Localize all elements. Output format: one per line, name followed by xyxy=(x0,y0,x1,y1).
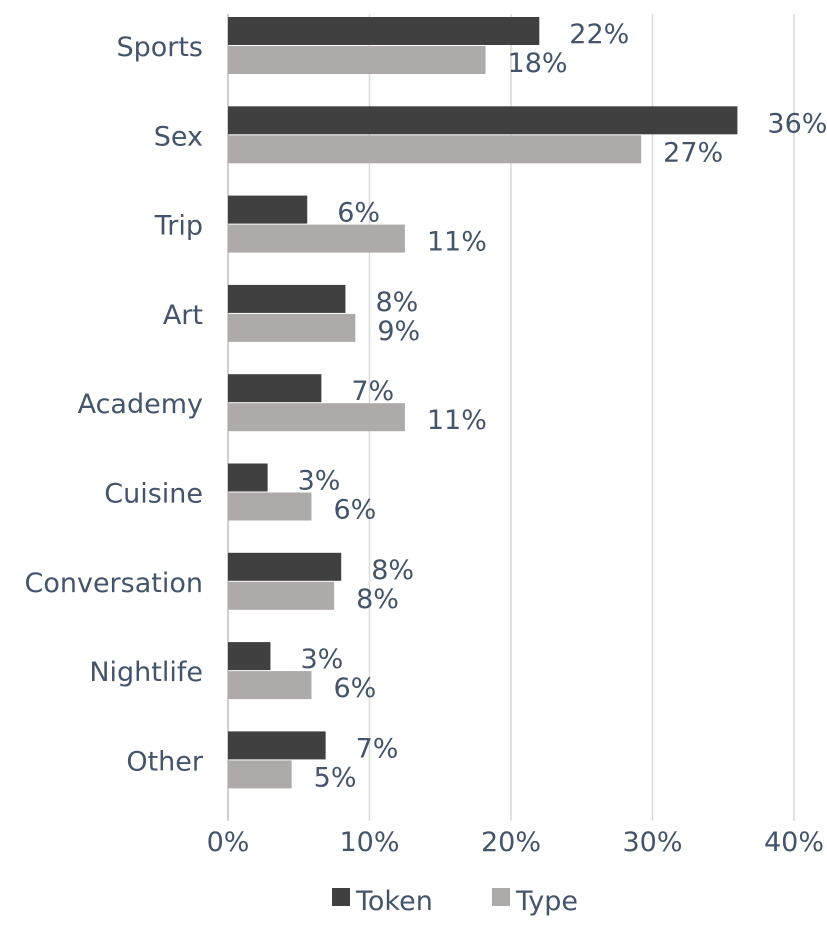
bar-type xyxy=(228,313,356,342)
data-label: 7% xyxy=(351,376,394,407)
x-tick-label: 0% xyxy=(207,827,250,858)
legend-swatch-token xyxy=(332,888,350,906)
data-label: 18% xyxy=(508,48,568,79)
bar-token xyxy=(228,284,346,313)
category-label: Trip xyxy=(154,211,203,242)
category-label: Academy xyxy=(78,389,203,420)
data-label: 8% xyxy=(356,584,399,615)
data-label: 36% xyxy=(767,108,827,139)
bar-type xyxy=(228,403,405,432)
category-label: Other xyxy=(126,746,204,777)
bar-type xyxy=(228,581,335,610)
data-label: 8% xyxy=(371,555,414,586)
category-label: Nightlife xyxy=(89,657,203,688)
data-label: 6% xyxy=(333,495,376,526)
data-label: 6% xyxy=(337,198,380,229)
data-label: 8% xyxy=(375,287,418,318)
bar-token xyxy=(228,195,308,224)
x-tick-label: 20% xyxy=(481,827,541,858)
data-label: 11% xyxy=(427,227,487,258)
bar-type xyxy=(228,135,642,164)
category-label: Sex xyxy=(154,121,203,152)
bar-token xyxy=(228,731,326,760)
x-tick-label: 40% xyxy=(764,827,824,858)
x-tick-label: 10% xyxy=(339,827,399,858)
category-label: Cuisine xyxy=(104,479,203,510)
data-label: 3% xyxy=(298,466,341,497)
data-label: 11% xyxy=(427,405,487,436)
data-label: 5% xyxy=(314,762,357,793)
data-label: 3% xyxy=(300,644,343,675)
data-label: 22% xyxy=(569,19,629,50)
data-label: 9% xyxy=(377,316,420,347)
data-label: 6% xyxy=(333,673,376,704)
data-label: 7% xyxy=(356,733,399,764)
data-label: 27% xyxy=(663,137,723,168)
category-label: Art xyxy=(163,300,203,331)
bar-token xyxy=(228,552,342,581)
x-tick-label: 30% xyxy=(622,827,682,858)
category-label: Sports xyxy=(116,32,203,63)
bar-type xyxy=(228,671,312,700)
bar-token xyxy=(228,642,271,671)
legend-swatch-type xyxy=(492,888,510,906)
bar-type xyxy=(228,46,486,74)
bar-type xyxy=(228,492,312,521)
bar-token xyxy=(228,106,738,135)
bar-token xyxy=(228,463,268,492)
bar-token xyxy=(228,374,322,403)
bar-type xyxy=(228,760,292,789)
legend-label: Type xyxy=(515,886,578,917)
category-label: Conversation xyxy=(24,568,203,599)
bar-token xyxy=(228,17,540,45)
bar-type xyxy=(228,224,405,253)
legend-label: Token xyxy=(355,886,433,917)
